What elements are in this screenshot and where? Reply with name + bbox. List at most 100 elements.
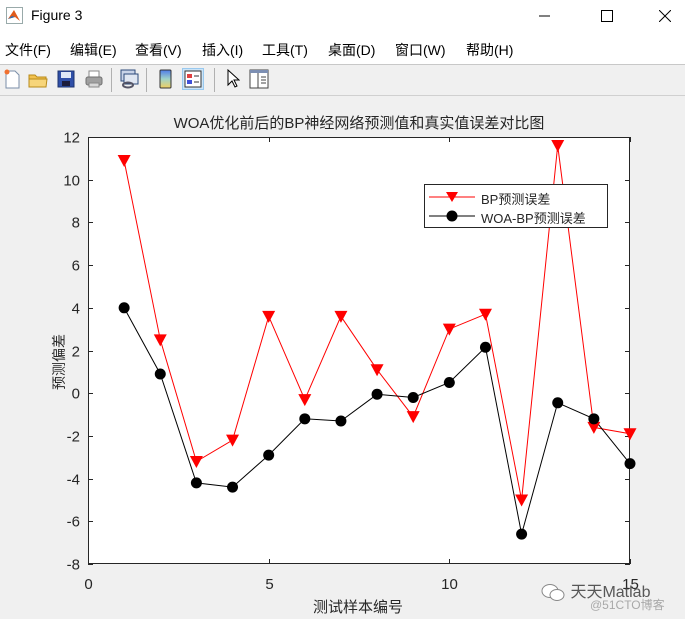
- minimize-button[interactable]: [522, 0, 568, 32]
- print-button[interactable]: [83, 68, 105, 90]
- data-point-woa-bp: [227, 481, 239, 493]
- wechat-icon: [540, 583, 566, 603]
- data-point-woa-bp: [552, 397, 564, 409]
- link-plot-icon: [120, 69, 139, 89]
- link-plot-button[interactable]: [118, 68, 140, 90]
- menu-desktop[interactable]: 桌面(D): [328, 42, 376, 58]
- window-titlebar: Figure 3: [0, 0, 685, 32]
- data-point-woa-bp: [299, 413, 311, 425]
- data-point-woa-bp: [479, 341, 491, 353]
- data-point-woa-bp: [263, 449, 275, 461]
- toolbar-separator: [111, 68, 112, 92]
- close-icon: [659, 10, 671, 22]
- data-point-bp: [406, 411, 420, 424]
- x-tick-label: 10: [441, 576, 458, 593]
- menu-insert[interactable]: 插入(I): [202, 42, 244, 58]
- chart-legend[interactable]: BP预测误差 WOA-BP预测误差: [424, 184, 608, 228]
- watermark: 天天Matlab: [540, 578, 650, 603]
- property-inspector-button[interactable]: [248, 68, 270, 90]
- data-point-bp: [442, 323, 456, 336]
- colorbar-button[interactable]: [155, 68, 177, 90]
- pointer-button[interactable]: [222, 68, 244, 90]
- legend-label-bp: BP预测误差: [481, 192, 551, 207]
- menu-window[interactable]: 窗口(W): [395, 42, 446, 58]
- legend-icon: [184, 70, 202, 88]
- open-file-icon: [28, 74, 48, 88]
- data-point-bp: [298, 394, 312, 407]
- y-axis-label: 预测偏差: [51, 334, 67, 390]
- close-button[interactable]: [642, 0, 685, 32]
- y-tick-label: -4: [67, 472, 80, 489]
- y-tick-label: 2: [72, 344, 80, 361]
- data-point-woa-bp: [154, 368, 166, 380]
- x-tick-label: 0: [84, 576, 92, 593]
- menu-view[interactable]: 查看(V): [135, 42, 182, 58]
- menu-edit[interactable]: 编辑(E): [70, 42, 117, 58]
- data-point-woa-bp: [624, 458, 636, 470]
- window-title: Figure 3: [31, 7, 83, 23]
- legend-button[interactable]: [182, 68, 204, 90]
- y-tick-label: 0: [72, 386, 80, 403]
- figure-toolbar: [0, 65, 685, 96]
- data-point-woa-bp: [588, 413, 600, 425]
- data-point-woa-bp: [443, 377, 455, 389]
- y-tick-label: 8: [72, 215, 80, 232]
- open-file-button[interactable]: [27, 68, 49, 90]
- data-point-bp: [515, 494, 529, 507]
- data-point-bp: [551, 140, 565, 153]
- x-tick-label: 15: [622, 576, 639, 593]
- minimize-icon: [539, 15, 550, 17]
- y-tick-label: 6: [72, 258, 80, 275]
- new-figure-icon: [4, 69, 20, 89]
- watermark-text: 天天Matlab: [570, 584, 651, 601]
- y-tick-label: -2: [67, 429, 80, 446]
- data-point-bp: [189, 456, 203, 469]
- data-point-woa-bp: [335, 415, 347, 427]
- data-point-bp: [153, 334, 167, 347]
- y-tick-label: 12: [63, 130, 80, 147]
- y-tick-label: -8: [67, 557, 80, 574]
- x-axis-label: 测试样本编号: [312, 599, 403, 616]
- y-tick-label: 4: [72, 301, 80, 318]
- axes-box: [88, 137, 630, 564]
- data-point-woa-bp: [371, 388, 383, 400]
- maximize-button[interactable]: [584, 0, 630, 32]
- y-tick-label: 10: [63, 173, 80, 190]
- data-point-bp: [117, 154, 131, 167]
- data-point-woa-bp: [118, 302, 130, 314]
- menu-file[interactable]: 文件(F): [5, 42, 51, 58]
- y-tick-label: -6: [67, 514, 80, 531]
- save-icon: [57, 70, 75, 88]
- circle-marker-icon: [429, 210, 475, 222]
- matlab-logo-icon: [6, 7, 23, 24]
- toolbar-separator: [146, 68, 147, 92]
- data-point-bp: [226, 434, 240, 447]
- maximize-icon: [601, 10, 613, 22]
- data-point-bp: [623, 428, 637, 441]
- data-point-bp: [334, 310, 348, 323]
- new-figure-button[interactable]: [1, 68, 23, 90]
- data-point-bp: [587, 421, 601, 434]
- property-inspector-icon: [249, 69, 269, 89]
- chart-title: WOA优化前后的BP神经网络预测值和真实值误差对比图: [173, 115, 545, 132]
- data-point-bp: [478, 308, 492, 321]
- triangle-marker-icon: [429, 192, 475, 202]
- data-point-woa-bp: [516, 528, 528, 540]
- colorbar-icon: [159, 69, 172, 89]
- pointer-icon: [227, 69, 240, 88]
- menu-bar: 文件(F) 编辑(E) 查看(V) 插入(I) 工具(T) 桌面(D) 窗口(W…: [0, 32, 685, 65]
- save-button[interactable]: [55, 68, 77, 90]
- menu-tools[interactable]: 工具(T): [262, 42, 308, 58]
- data-point-bp: [370, 364, 384, 377]
- print-icon: [85, 70, 103, 88]
- menu-help[interactable]: 帮助(H): [466, 42, 514, 58]
- legend-entry-bp: BP预测误差: [425, 187, 607, 207]
- data-point-bp: [262, 310, 276, 323]
- data-point-woa-bp: [190, 477, 202, 489]
- x-tick-label: 5: [265, 576, 273, 593]
- watermark-sub: @51CTO博客: [590, 598, 665, 612]
- legend-entry-woa-bp: WOA-BP预测误差: [425, 206, 607, 226]
- toolbar-separator: [214, 68, 215, 92]
- data-point-woa-bp: [407, 391, 419, 403]
